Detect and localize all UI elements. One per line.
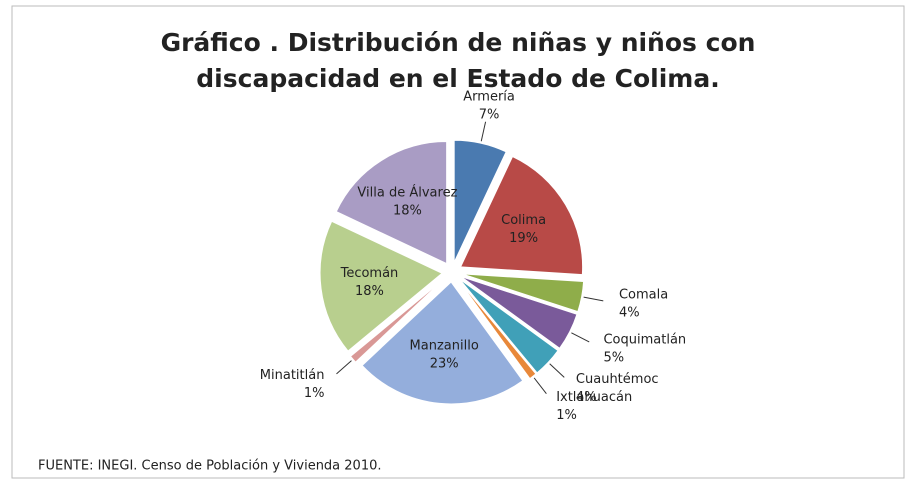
slice-label: Coquimatlán bbox=[603, 333, 686, 348]
leader-line bbox=[533, 377, 547, 394]
slice-label: Armería bbox=[463, 90, 515, 105]
pie-slice bbox=[361, 281, 524, 405]
source-note: FUENTE: INEGI. Censo de Población y Vivi… bbox=[38, 459, 382, 474]
slice-label: Colima bbox=[501, 213, 546, 228]
leader-line bbox=[480, 121, 487, 142]
slice-value: 4% bbox=[619, 305, 640, 320]
pie-slice bbox=[461, 273, 585, 313]
slice-label: Comala bbox=[619, 287, 668, 302]
leader-line bbox=[583, 296, 604, 302]
leader-line bbox=[549, 363, 565, 378]
slice-value: 18% bbox=[355, 284, 384, 299]
slice-value: 4% bbox=[576, 390, 597, 405]
slice-label: Cuauhtémoc bbox=[576, 372, 659, 387]
leader-line bbox=[571, 332, 590, 343]
slice-value: 23% bbox=[430, 356, 459, 371]
slice-value: 19% bbox=[509, 231, 538, 246]
slice-value: 5% bbox=[603, 351, 624, 366]
slice-label: Minatitlán bbox=[260, 368, 325, 383]
chart-title: Gráfico . Distribución de niñas y niños … bbox=[161, 28, 756, 57]
pie-slice bbox=[453, 139, 507, 263]
pie-slice bbox=[459, 155, 584, 276]
slice-label: Tecomán bbox=[340, 266, 399, 281]
chart-title: discapacidad en el Estado de Colima. bbox=[196, 64, 719, 93]
slice-label: Ixtlahuacán bbox=[556, 390, 632, 405]
slice-value: 18% bbox=[393, 203, 422, 218]
pie-slice bbox=[319, 220, 444, 352]
pie-slice bbox=[349, 278, 445, 363]
slice-label: Villa de Álvarez bbox=[357, 184, 457, 200]
pie-slice bbox=[460, 276, 578, 349]
leader-line bbox=[336, 360, 352, 375]
slice-value: 1% bbox=[304, 386, 325, 401]
slice-label: Manzanillo bbox=[410, 338, 479, 353]
slice-value: 1% bbox=[556, 408, 577, 423]
pie-slice bbox=[335, 141, 448, 265]
pie-slice bbox=[457, 279, 537, 380]
pie-slice bbox=[458, 278, 559, 374]
slice-value: 7% bbox=[479, 108, 500, 123]
